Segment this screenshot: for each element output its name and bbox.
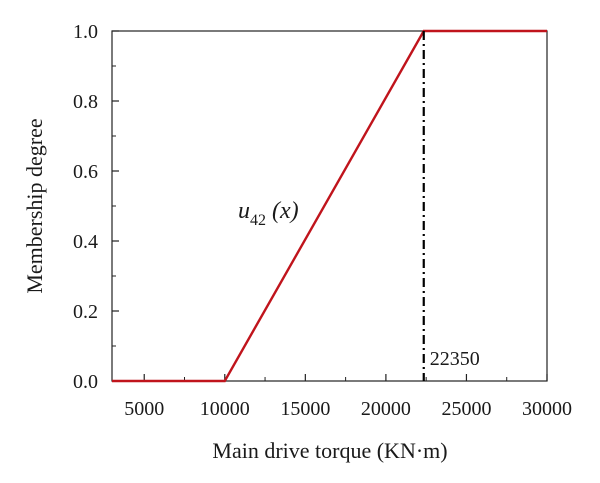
y-tick-label-5: 1.0: [73, 21, 98, 43]
x-tick-label-25000: 25000: [441, 398, 491, 420]
x-tick-label-5000: 5000: [124, 398, 164, 420]
reference-line-label: 22350: [430, 348, 480, 370]
plot-frame: [111, 30, 548, 382]
x-tick-label-30000: 30000: [522, 398, 572, 420]
series-annotation-suffix: (x): [272, 198, 299, 224]
x-tick-label-20000: 20000: [361, 398, 411, 420]
y-tick-label-0: 0.0: [73, 371, 98, 393]
y-tick-label-2: 0.4: [73, 231, 98, 253]
y-tick-label-3: 0.6: [73, 161, 98, 183]
annotation-layer: 22350 u42 (x): [238, 31, 480, 381]
series-annotation: u42 (x): [238, 198, 299, 229]
y-axis-title: Membership degree: [22, 118, 47, 293]
series-line-0: [112, 29, 547, 383]
y-tick-label-4: 0.8: [73, 91, 98, 113]
axes-layer: [111, 30, 548, 382]
y-tick-label-1: 0.2: [73, 301, 98, 323]
x-axis-title: Main drive torque (KN·m): [212, 438, 447, 463]
series-annotation-base: u: [238, 198, 250, 224]
series-annotation-subscript: 42: [250, 212, 266, 229]
x-tick-label-15000: 15000: [280, 398, 330, 420]
x-tick-label-10000: 10000: [200, 398, 250, 420]
series-layer: [112, 29, 547, 383]
ticks-layer: 5000 10000 15000 20000 25000 30000 0.0 0.2 0.4 0.…: [73, 21, 572, 420]
